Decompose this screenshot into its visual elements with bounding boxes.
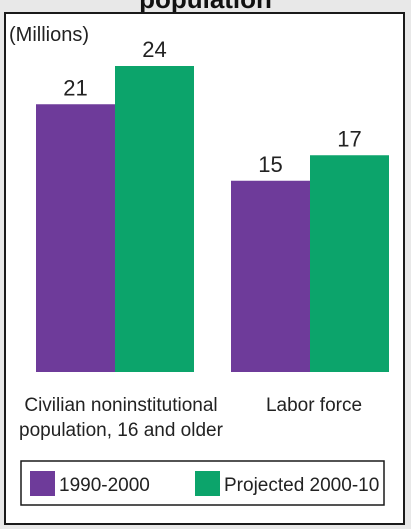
bar-chart: (Millions) 21 24 15 17 Civilian noninstitut… [9,24,389,506]
value-label-1990-2000-1: 15 [258,152,282,177]
unit-label: (Millions) [9,24,89,46]
legend-swatch-1990-2000 [30,471,55,496]
bars-group [36,66,389,372]
chart-panel: (Millions) 21 24 15 17 Civilian noninstitut… [4,12,405,525]
bar-projected-2000-10-0 [115,66,194,372]
bar-projected-2000-10-1 [310,155,389,372]
value-labels-group: 21 24 15 17 [63,37,361,177]
legend-label-projected-2000-10: Projected 2000-10 [224,475,379,496]
chart-title-partial: population [0,0,411,12]
category-label-0: Civilian noninstitutional population, 16 … [19,395,224,441]
category-labels-group: Civilian noninstitutional population, 16 … [19,395,362,441]
title-strip: population [0,0,411,12]
legend-label-1990-2000: 1990-2000 [59,475,150,496]
bar-1990-2000-1 [231,180,310,372]
legend-swatch-projected-2000-10 [195,471,220,496]
bar-1990-2000-0 [36,104,115,372]
category-label-1: Labor force [266,395,362,416]
value-label-1990-2000-0: 21 [63,75,87,100]
value-label-projected-2000-10-0: 24 [142,37,166,62]
legend: 1990-2000 Projected 2000-10 [20,460,385,506]
value-label-projected-2000-10-1: 17 [337,126,361,151]
